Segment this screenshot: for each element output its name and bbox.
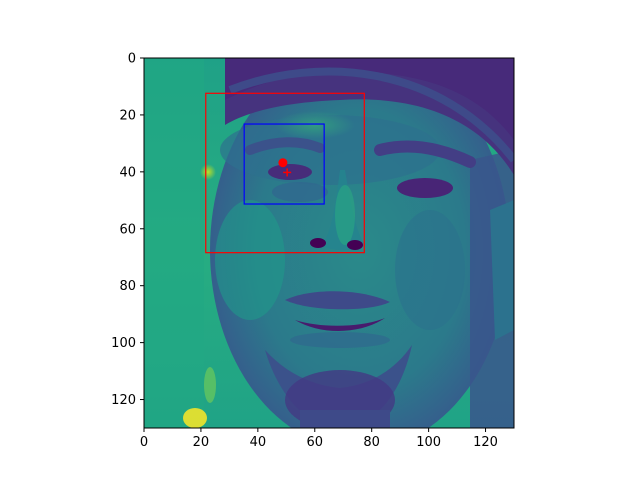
axes-frame: [143, 57, 515, 429]
x-tick-label: 20: [193, 435, 210, 450]
x-tick-label: 40: [250, 435, 267, 450]
y-tick-label: 60: [119, 222, 136, 237]
y-tick-label: 120: [111, 393, 136, 408]
y-tick-label: 40: [119, 165, 136, 180]
y-tick-label: 0: [128, 52, 136, 67]
landmark-dot: [278, 158, 288, 168]
x-tick-label: 0: [140, 435, 148, 450]
x-tick-label: 120: [473, 435, 498, 450]
inner-bounding-box: [243, 123, 325, 205]
overlays: [205, 92, 365, 254]
y-tick-label: 80: [119, 279, 136, 294]
y-tick-label: 20: [119, 108, 136, 123]
x-axis: 0 20 40 60 80 100 120: [140, 428, 498, 450]
y-axis: 0 20 40 60 80 100 120: [111, 52, 144, 408]
x-tick-label: 60: [306, 435, 323, 450]
outer-bounding-box: [205, 92, 365, 254]
landmark-cross: [283, 168, 292, 177]
x-tick-label: 80: [363, 435, 380, 450]
y-tick-label: 100: [111, 336, 136, 351]
face-photo: [144, 58, 514, 428]
x-tick-label: 100: [416, 435, 441, 450]
